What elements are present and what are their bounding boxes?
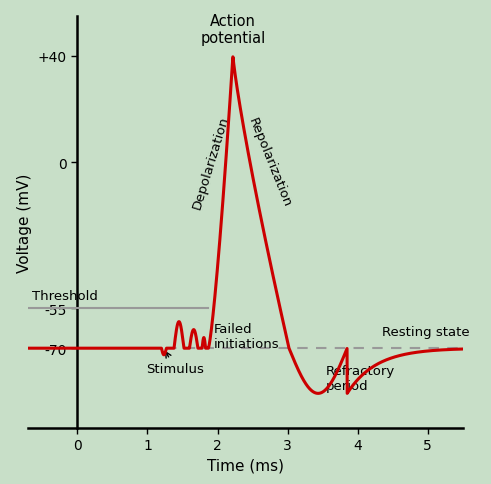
- X-axis label: Time (ms): Time (ms): [207, 458, 284, 473]
- Text: Failed
initiations: Failed initiations: [214, 322, 280, 350]
- Text: Depolarization: Depolarization: [190, 115, 231, 211]
- Text: Resting state: Resting state: [382, 325, 470, 338]
- Y-axis label: Voltage (mV): Voltage (mV): [17, 173, 32, 272]
- Text: Stimulus: Stimulus: [146, 352, 204, 375]
- Text: Refractory
period: Refractory period: [326, 364, 395, 393]
- Text: Action
potential: Action potential: [200, 14, 266, 46]
- Text: Repolarization: Repolarization: [246, 116, 294, 209]
- Text: Threshold: Threshold: [32, 289, 98, 302]
